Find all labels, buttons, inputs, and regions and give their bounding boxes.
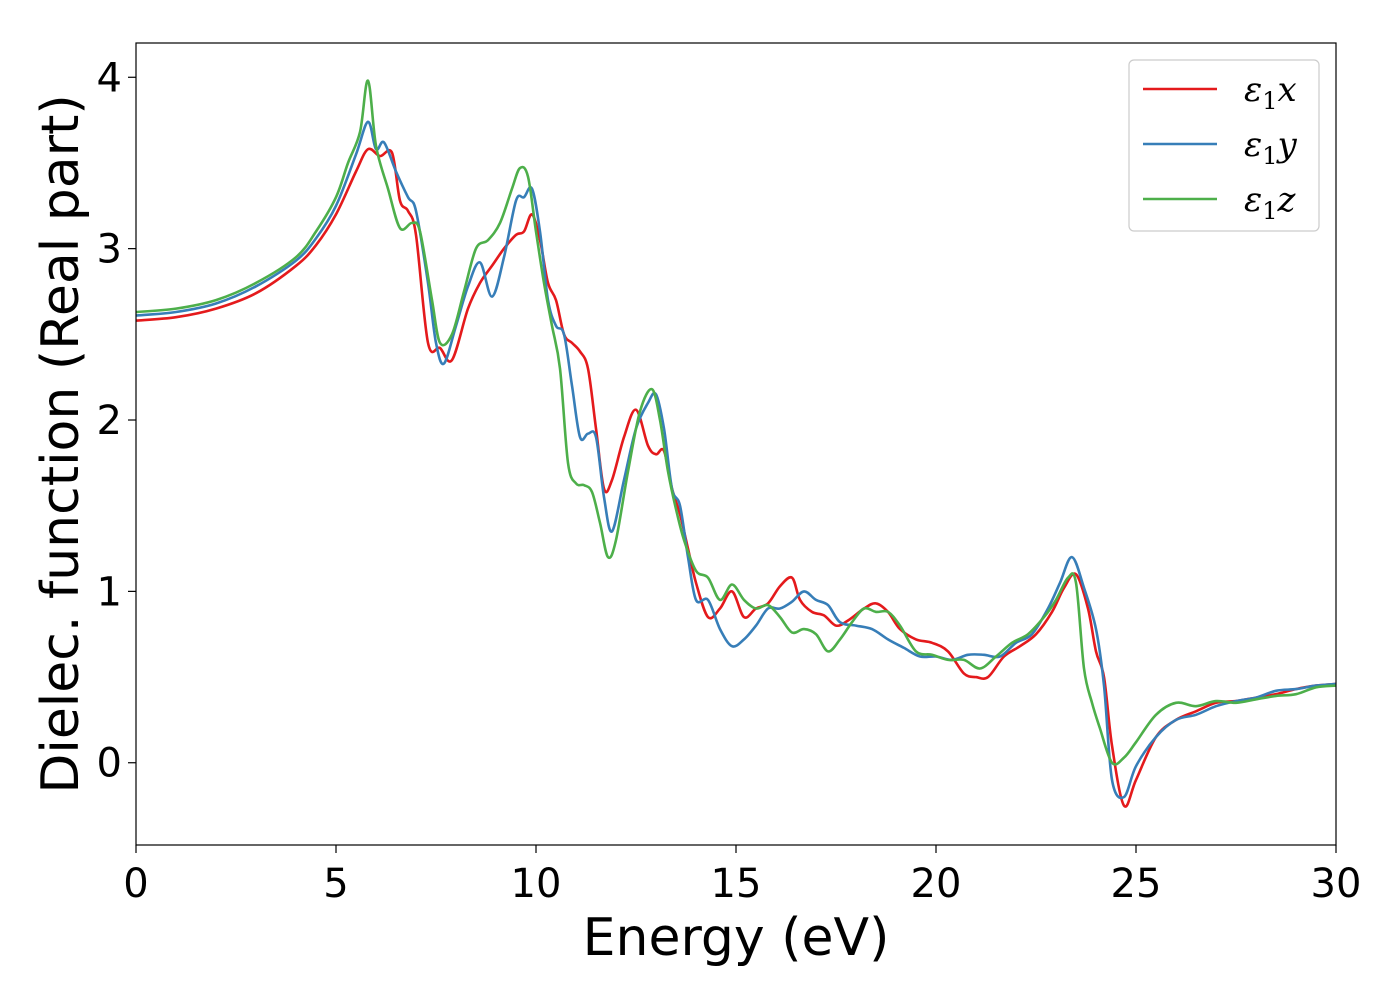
legend-label-x: ε1x bbox=[1244, 70, 1297, 115]
y-axis-ticks: 0 1 2 3 4 bbox=[97, 55, 136, 787]
x-tick-label: 30 bbox=[1311, 861, 1362, 907]
legend-label-z: ε1z bbox=[1244, 180, 1297, 225]
x-tick-label: 5 bbox=[323, 861, 348, 907]
y-tick-label: 0 bbox=[97, 741, 122, 787]
y-tick-label: 2 bbox=[97, 398, 122, 444]
series-line-e1y bbox=[135, 120, 1337, 800]
x-tick-label: 20 bbox=[911, 861, 962, 907]
y-tick-label: 4 bbox=[97, 55, 122, 101]
legend-label-y: ε1y bbox=[1244, 125, 1298, 170]
series-line-e1x bbox=[135, 147, 1337, 808]
legend-box bbox=[1128, 59, 1320, 232]
x-tick-label: 25 bbox=[1111, 861, 1162, 907]
y-tick-label: 3 bbox=[97, 227, 122, 273]
x-tick-label: 0 bbox=[123, 861, 148, 907]
y-tick-label: 1 bbox=[97, 569, 122, 615]
x-axis-ticks: 0 5 10 15 20 25 30 bbox=[123, 845, 1361, 907]
legend: ε1x ε1y ε1z bbox=[1128, 59, 1320, 232]
series-line-e1z bbox=[135, 79, 1337, 766]
y-axis-label: Dielec. function (Real part) bbox=[31, 94, 91, 793]
x-axis-label: Energy (eV) bbox=[583, 908, 890, 968]
x-tick-label: 10 bbox=[511, 861, 562, 907]
plot-lines bbox=[135, 79, 1337, 808]
x-tick-label: 15 bbox=[711, 861, 762, 907]
